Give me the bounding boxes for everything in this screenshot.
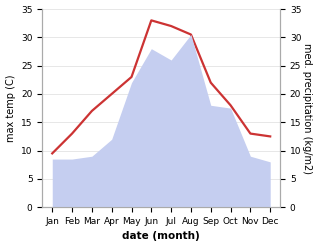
Y-axis label: max temp (C): max temp (C) bbox=[5, 74, 16, 142]
Y-axis label: med. precipitation (kg/m2): med. precipitation (kg/m2) bbox=[302, 43, 313, 174]
X-axis label: date (month): date (month) bbox=[122, 231, 200, 242]
